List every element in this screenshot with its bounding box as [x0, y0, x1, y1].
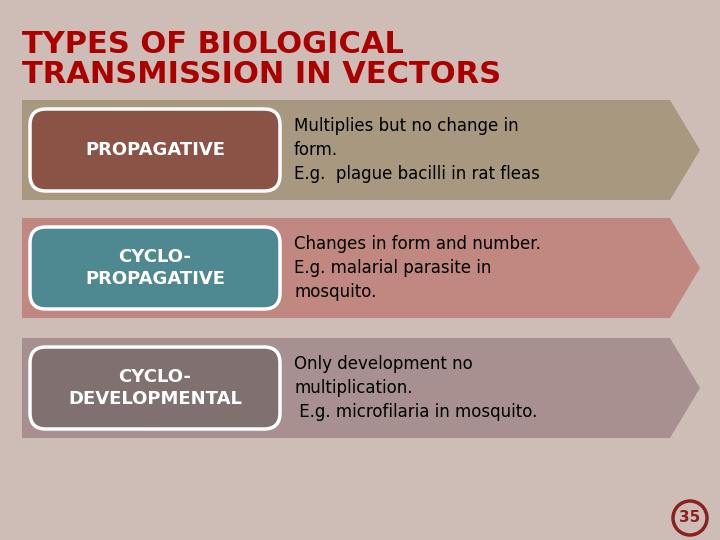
Text: Only development no
multiplication.
 E.g. microfilaria in mosquito.: Only development no multiplication. E.g.… — [294, 355, 537, 421]
Text: TYPES OF BIOLOGICAL: TYPES OF BIOLOGICAL — [22, 30, 404, 59]
Text: CYCLO-
PROPAGATIVE: CYCLO- PROPAGATIVE — [85, 248, 225, 288]
FancyBboxPatch shape — [30, 227, 280, 309]
Text: PROPAGATIVE: PROPAGATIVE — [85, 141, 225, 159]
Text: 35: 35 — [680, 510, 701, 525]
Polygon shape — [22, 218, 700, 318]
Polygon shape — [22, 338, 700, 438]
Text: CYCLO-
DEVELOPMENTAL: CYCLO- DEVELOPMENTAL — [68, 368, 242, 408]
Polygon shape — [22, 100, 700, 200]
FancyBboxPatch shape — [30, 347, 280, 429]
Text: TRANSMISSION IN VECTORS: TRANSMISSION IN VECTORS — [22, 60, 501, 89]
FancyBboxPatch shape — [30, 109, 280, 191]
Text: Multiplies but no change in
form.
E.g.  plague bacilli in rat fleas: Multiplies but no change in form. E.g. p… — [294, 117, 540, 183]
Text: Changes in form and number.
E.g. malarial parasite in
mosquito.: Changes in form and number. E.g. malaria… — [294, 235, 541, 301]
Circle shape — [673, 501, 707, 535]
